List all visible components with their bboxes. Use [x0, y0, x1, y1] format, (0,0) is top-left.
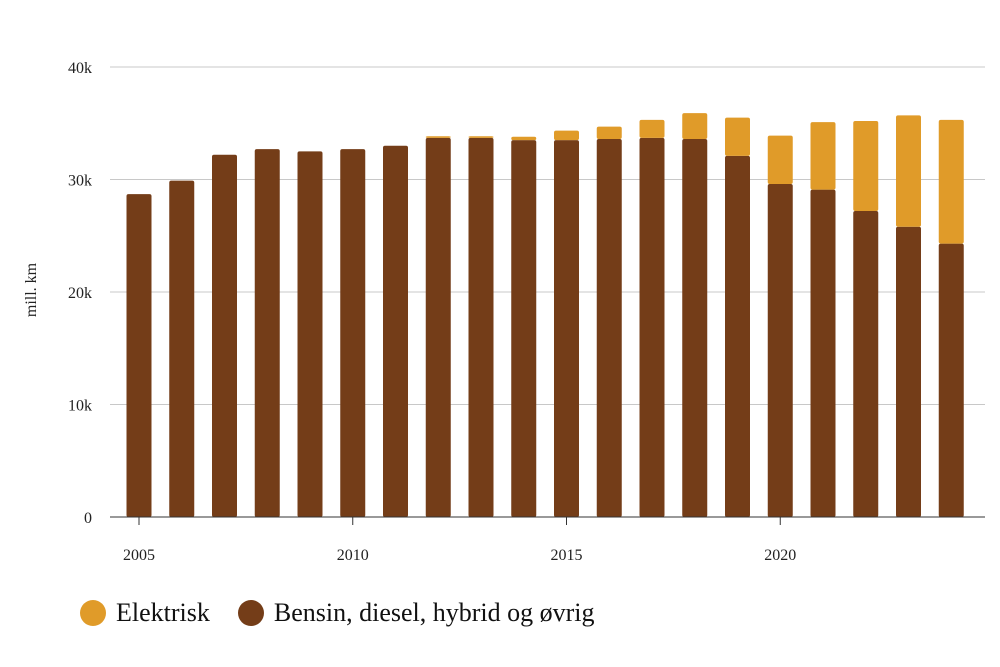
bar-elektrisk-2014[interactable] — [511, 136, 537, 141]
bar-elektrisk-2013[interactable] — [468, 136, 494, 138]
bar-bensin-diesel-2017[interactable] — [639, 137, 665, 517]
bar-bensin-diesel-2011[interactable] — [383, 145, 408, 517]
legend-swatch-bensin-diesel — [237, 600, 264, 626]
bar-bensin-diesel-2016[interactable] — [596, 139, 622, 517]
x-tick-label: 2015 — [551, 547, 583, 564]
bar-elektrisk-2018[interactable] — [682, 113, 708, 139]
bars — [126, 113, 964, 517]
bar-bensin-diesel-2007[interactable] — [212, 154, 237, 517]
bar-elektrisk-2022[interactable] — [853, 121, 879, 211]
bar-elektrisk-2016[interactable] — [596, 126, 622, 139]
bar-bensin-diesel-2022[interactable] — [853, 211, 879, 517]
bar-elektrisk-2019[interactable] — [725, 117, 750, 156]
y-axis-title: mill. km — [23, 262, 40, 317]
bar-bensin-diesel-2009[interactable] — [297, 151, 323, 517]
legend: Elektrisk Bensin, diesel, hybrid og øvri… — [80, 598, 595, 628]
y-tick-label: 10k — [68, 398, 92, 415]
bar-elektrisk-2017[interactable] — [639, 119, 665, 138]
bar-elektrisk-2021[interactable] — [810, 122, 836, 190]
y-tick-label: 20k — [68, 285, 92, 302]
bar-bensin-diesel-2018[interactable] — [682, 139, 708, 517]
x-tick-label: 2010 — [337, 547, 369, 564]
x-tick-label: 2005 — [123, 547, 155, 564]
bar-bensin-diesel-2012[interactable] — [425, 137, 451, 517]
legend-swatch-elektrisk — [80, 600, 106, 626]
y-axis-ticks: 0 10k 20k 30k 40k — [68, 60, 92, 527]
bar-bensin-diesel-2005[interactable] — [126, 194, 152, 517]
bar-bensin-diesel-2024[interactable] — [938, 243, 964, 517]
bar-bensin-diesel-2020[interactable] — [767, 184, 793, 517]
bar-bensin-diesel-2021[interactable] — [810, 189, 836, 517]
legend-label-bensin-diesel: Bensin, diesel, hybrid og øvrig — [273, 598, 595, 627]
bar-bensin-diesel-2008[interactable] — [254, 149, 280, 517]
x-tick-label: 2020 — [764, 547, 796, 564]
legend-label-elektrisk: Elektrisk — [116, 598, 210, 627]
bar-bensin-diesel-2023[interactable] — [896, 226, 921, 517]
y-tick-label: 30k — [68, 173, 92, 190]
bar-bensin-diesel-2015[interactable] — [554, 140, 579, 517]
bar-elektrisk-2023[interactable] — [896, 115, 921, 227]
bar-bensin-diesel-2019[interactable] — [725, 155, 750, 517]
bar-elektrisk-2024[interactable] — [938, 119, 964, 244]
bar-bensin-diesel-2010[interactable] — [340, 149, 366, 517]
x-axis: 2005 2010 2015 2020 — [110, 516, 985, 564]
stacked-bar-chart: 0 10k 20k 30k 40k 2005 2010 2015 2020 mill. km — [23, 60, 985, 564]
bar-bensin-diesel-2014[interactable] — [511, 140, 537, 517]
bar-bensin-diesel-2013[interactable] — [468, 137, 494, 517]
y-tick-label: 40k — [68, 60, 92, 77]
bar-elektrisk-2015[interactable] — [554, 130, 579, 141]
legend-item-bensin-diesel[interactable]: Bensin, diesel, hybrid og øvrig — [237, 598, 595, 628]
bar-elektrisk-2012[interactable] — [425, 136, 451, 138]
bar-bensin-diesel-2006[interactable] — [169, 180, 195, 517]
y-tick-label: 0 — [84, 510, 92, 527]
legend-item-elektrisk[interactable]: Elektrisk — [80, 598, 210, 628]
bar-elektrisk-2020[interactable] — [767, 135, 793, 184]
